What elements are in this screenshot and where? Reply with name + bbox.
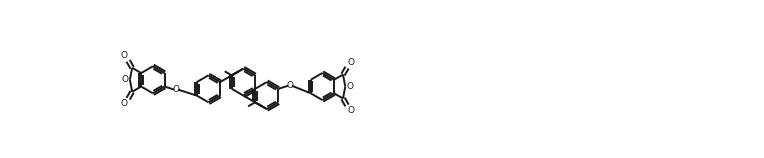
Text: O: O <box>121 100 128 109</box>
Text: O: O <box>286 81 293 90</box>
Text: O: O <box>121 51 128 60</box>
Text: O: O <box>348 106 354 115</box>
Text: O: O <box>121 75 128 84</box>
Text: O: O <box>173 85 180 94</box>
Text: O: O <box>348 58 354 67</box>
Text: O: O <box>346 82 354 91</box>
